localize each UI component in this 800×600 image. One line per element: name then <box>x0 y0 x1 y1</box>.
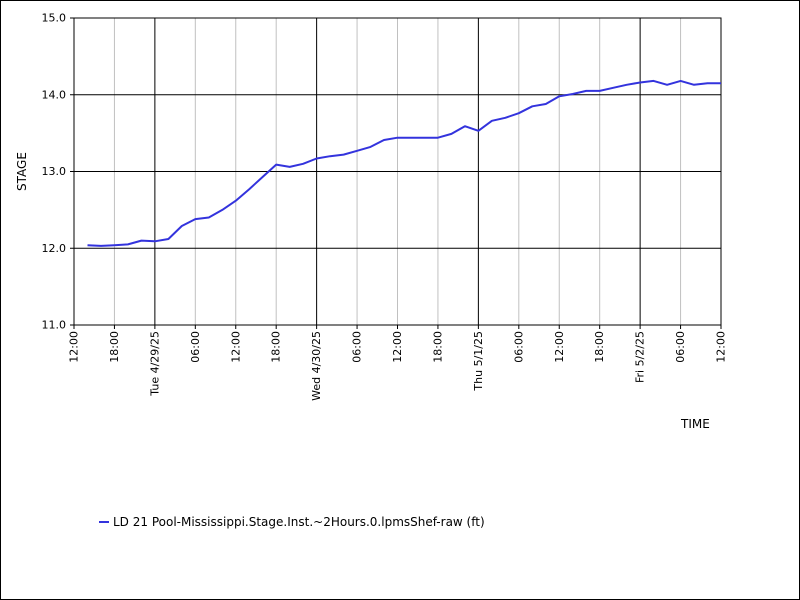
y-axis-ticks: 11.0 12.0 13.0 14.0 15.0 <box>42 12 74 332</box>
x-tick-label: 18:00 <box>108 331 121 363</box>
x-tick-label: 12:00 <box>391 331 404 363</box>
x-tick-label: 12:00 <box>229 331 242 363</box>
x-tick-label: 18:00 <box>593 331 606 363</box>
y-tick-label: 11.0 <box>42 319 67 332</box>
x-tick-label: 06:00 <box>351 331 364 363</box>
x-tick-label: Wed 4/30/25 <box>310 331 323 401</box>
x-axis-title: TIME <box>680 417 710 431</box>
y-tick-label: 13.0 <box>42 165 67 178</box>
x-tick-label: 06:00 <box>189 331 202 363</box>
legend: LD 21 Pool-Mississippi.Stage.Inst.~2Hour… <box>99 515 485 529</box>
x-tick-label: 18:00 <box>431 331 444 363</box>
legend-label: LD 21 Pool-Mississippi.Stage.Inst.~2Hour… <box>113 515 485 529</box>
x-tick-label: 06:00 <box>674 331 687 363</box>
y-tick-label: 14.0 <box>42 88 67 101</box>
grid-lines <box>73 17 722 326</box>
x-tick-label: Fri 5/2/25 <box>634 331 647 383</box>
x-tick-label: Tue 4/29/25 <box>148 331 161 397</box>
y-tick-label: 12.0 <box>42 242 67 255</box>
x-axis-ticks: 12:00 18:00 Tue 4/29/25 06:00 12:00 18:00 Wed … <box>68 325 728 401</box>
x-tick-label: Thu 5/1/25 <box>472 331 485 392</box>
x-tick-label: 12:00 <box>553 331 566 363</box>
y-tick-label: 15.0 <box>42 12 67 25</box>
x-tick-label: 06:00 <box>512 331 525 363</box>
series-line <box>87 79 721 247</box>
x-tick-label: 12:00 <box>68 331 81 363</box>
series-layer <box>87 79 721 247</box>
x-tick-label: 12:00 <box>715 331 728 363</box>
y-axis-title: STAGE <box>15 152 29 191</box>
x-tick-label: 18:00 <box>270 331 283 363</box>
